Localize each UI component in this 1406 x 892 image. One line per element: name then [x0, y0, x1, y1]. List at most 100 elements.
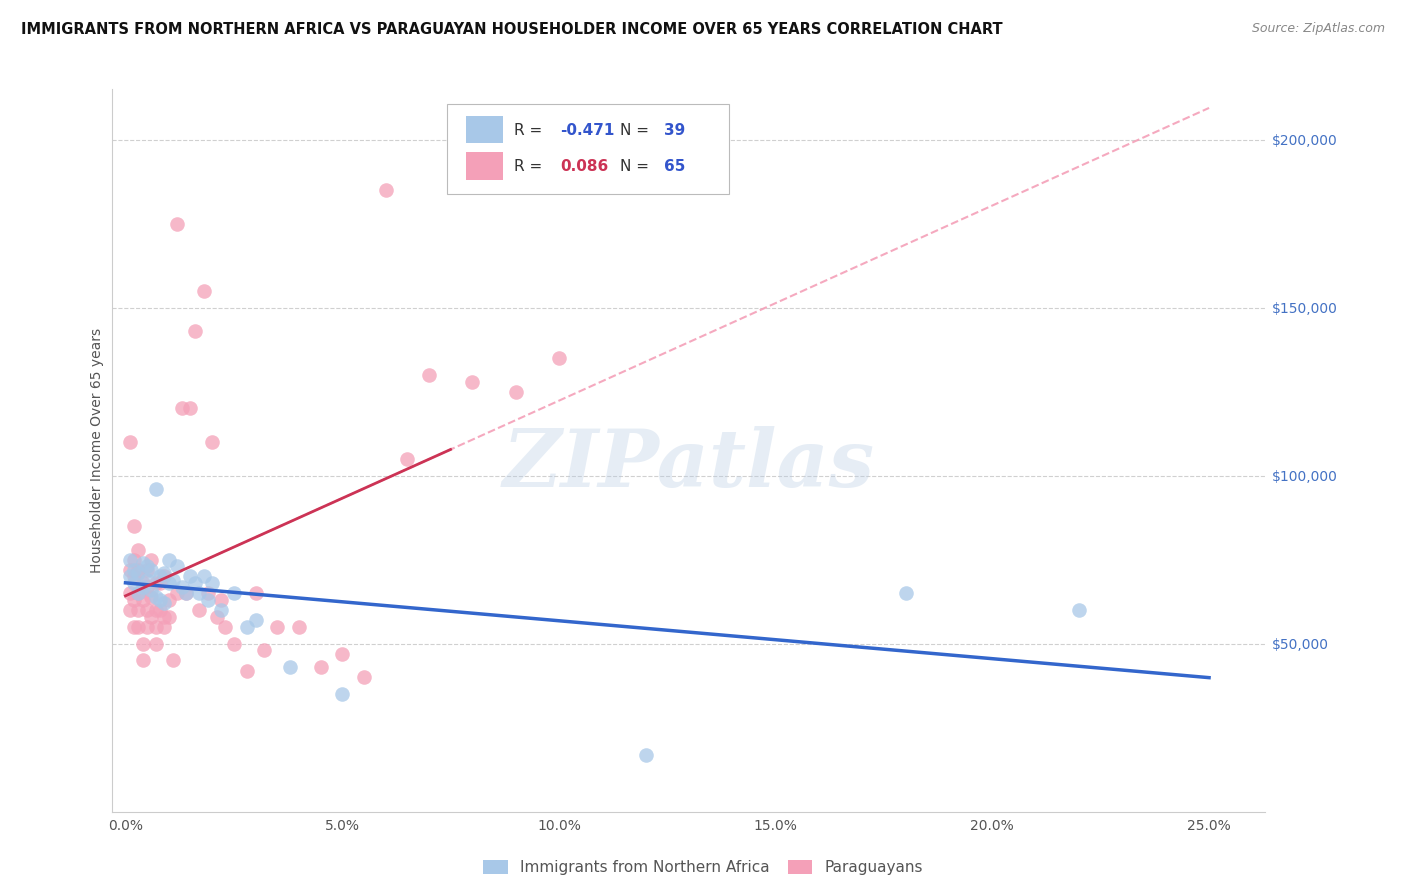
Point	[145, 637, 167, 651]
Point	[136, 580, 159, 594]
Point	[634, 747, 657, 762]
Point	[184, 324, 207, 338]
Text: Source: ZipAtlas.com: Source: ZipAtlas.com	[1251, 22, 1385, 36]
Point	[894, 586, 917, 600]
Point	[127, 620, 149, 634]
Point	[245, 613, 267, 627]
Legend: Immigrants from Northern Africa, Paraguayans: Immigrants from Northern Africa, Paragua…	[478, 855, 928, 880]
Point	[132, 593, 155, 607]
Point	[122, 519, 145, 533]
Point	[118, 586, 141, 600]
Text: N =: N =	[620, 123, 654, 138]
Point	[127, 603, 149, 617]
Point	[1067, 603, 1090, 617]
Point	[374, 183, 396, 197]
Point	[149, 576, 172, 591]
Point	[122, 576, 145, 591]
Point	[266, 620, 288, 634]
Point	[127, 566, 149, 581]
Point	[157, 552, 180, 566]
Point	[245, 586, 267, 600]
Point	[179, 569, 201, 583]
FancyBboxPatch shape	[467, 152, 503, 179]
Point	[127, 563, 149, 577]
FancyBboxPatch shape	[447, 103, 730, 194]
Point	[122, 552, 145, 566]
Point	[179, 401, 201, 416]
Point	[118, 569, 141, 583]
Point	[157, 609, 180, 624]
Text: N =: N =	[620, 159, 654, 174]
Point	[236, 664, 259, 678]
Point	[132, 653, 155, 667]
Point	[132, 576, 155, 591]
Point	[353, 670, 375, 684]
Text: R =: R =	[513, 123, 547, 138]
Point	[197, 593, 219, 607]
Point	[122, 563, 145, 577]
Point	[132, 637, 155, 651]
Point	[548, 351, 571, 365]
Text: -0.471: -0.471	[560, 123, 614, 138]
Point	[153, 609, 176, 624]
Point	[418, 368, 440, 382]
Point	[118, 435, 141, 450]
Point	[396, 451, 419, 466]
Point	[136, 573, 159, 587]
Point	[157, 593, 180, 607]
Point	[188, 603, 211, 617]
Point	[122, 569, 145, 583]
Point	[132, 556, 155, 570]
Text: 0.086: 0.086	[560, 159, 607, 174]
Text: ZIPatlas: ZIPatlas	[503, 426, 875, 504]
Point	[153, 620, 176, 634]
Point	[288, 620, 311, 634]
Point	[330, 647, 353, 661]
Point	[222, 586, 245, 600]
Point	[118, 563, 141, 577]
Point	[118, 552, 141, 566]
Point	[209, 603, 232, 617]
Point	[141, 552, 163, 566]
Point	[309, 660, 332, 674]
Point	[170, 401, 193, 416]
Point	[145, 620, 167, 634]
Point	[170, 580, 193, 594]
Point	[174, 586, 197, 600]
Point	[132, 580, 155, 594]
Point	[166, 217, 188, 231]
Point	[141, 609, 163, 624]
Point	[141, 590, 163, 604]
Point	[166, 559, 188, 574]
Point	[201, 435, 224, 450]
Text: 39: 39	[664, 123, 685, 138]
Point	[184, 576, 207, 591]
Point	[209, 593, 232, 607]
Text: IMMIGRANTS FROM NORTHERN AFRICA VS PARAGUAYAN HOUSEHOLDER INCOME OVER 65 YEARS C: IMMIGRANTS FROM NORTHERN AFRICA VS PARAG…	[21, 22, 1002, 37]
Point	[253, 643, 276, 657]
Point	[162, 573, 184, 587]
Point	[136, 603, 159, 617]
Point	[141, 563, 163, 577]
Point	[149, 603, 172, 617]
Point	[136, 620, 159, 634]
Point	[153, 596, 176, 610]
Point	[505, 384, 527, 399]
Point	[461, 375, 484, 389]
Point	[145, 576, 167, 591]
Point	[205, 609, 228, 624]
Point	[193, 284, 215, 298]
Point	[193, 569, 215, 583]
Point	[122, 593, 145, 607]
Point	[157, 576, 180, 591]
Point	[141, 582, 163, 597]
Point	[145, 590, 167, 604]
Point	[188, 586, 211, 600]
Point	[278, 660, 301, 674]
Point	[127, 586, 149, 600]
Point	[197, 586, 219, 600]
FancyBboxPatch shape	[467, 116, 503, 144]
Y-axis label: Householder Income Over 65 years: Householder Income Over 65 years	[90, 328, 104, 573]
Text: R =: R =	[513, 159, 547, 174]
Point	[145, 482, 167, 496]
